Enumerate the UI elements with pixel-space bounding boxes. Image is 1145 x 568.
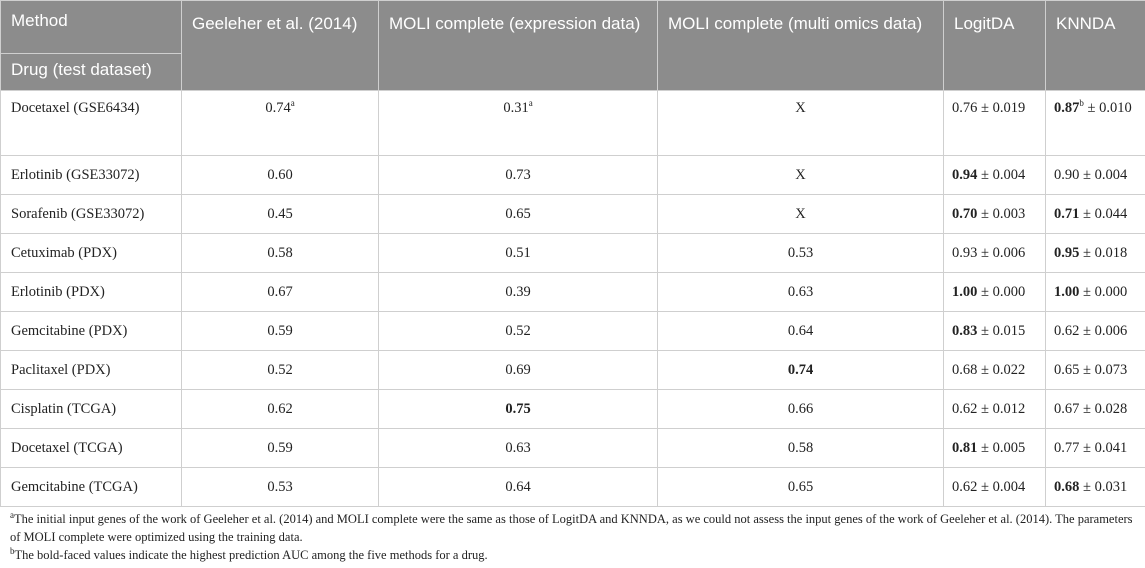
knnda-cell: 0.68 ± 0.031 xyxy=(1045,467,1145,507)
drug-cell: Erlotinib (PDX) xyxy=(0,272,182,312)
moli-expression-cell: 0.64 xyxy=(378,467,658,507)
geeleher-cell: 0.67 xyxy=(181,272,379,312)
drug-cell: Cisplatin (TCGA) xyxy=(0,389,182,429)
logitda-cell: 0.62 ± 0.004 xyxy=(943,467,1046,507)
moli-expression-cell: 0.51 xyxy=(378,233,658,273)
table-row: Cisplatin (TCGA) 0.62 0.75 0.66 0.62 ± 0… xyxy=(0,389,1145,429)
moli-multi-cell: X xyxy=(657,194,944,234)
knnda-cell: 0.90 ± 0.004 xyxy=(1045,155,1145,195)
moli-multi-cell: 0.66 xyxy=(657,389,944,429)
logitda-cell: 0.62 ± 0.012 xyxy=(943,389,1046,429)
logitda-cell: 0.70 ± 0.003 xyxy=(943,194,1046,234)
drug-cell: Docetaxel (GSE6434) xyxy=(0,90,182,156)
table-row: Sorafenib (GSE33072) 0.45 0.65 X 0.70 ± … xyxy=(0,194,1145,234)
logitda-cell: 0.68 ± 0.022 xyxy=(943,350,1046,390)
moli-multi-cell: X xyxy=(657,155,944,195)
moli-expression-cell: 0.75 xyxy=(378,389,658,429)
knnda-cell: 0.67 ± 0.028 xyxy=(1045,389,1145,429)
knnda-cell: 0.71 ± 0.044 xyxy=(1045,194,1145,234)
geeleher-cell: 0.74a xyxy=(181,90,379,156)
header-moli-multi-omics: MOLI complete (multi omics data) xyxy=(657,0,944,91)
geeleher-cell: 0.59 xyxy=(181,311,379,351)
logitda-cell: 0.76 ± 0.019 xyxy=(943,90,1046,156)
geeleher-cell: 0.62 xyxy=(181,389,379,429)
footnote-a: aThe initial input genes of the work of … xyxy=(10,509,1133,544)
knnda-cell: 1.00 ± 0.000 xyxy=(1045,272,1145,312)
footnote-b: bThe bold-faced values indicate the high… xyxy=(10,545,488,562)
knnda-cell: 0.95 ± 0.018 xyxy=(1045,233,1145,273)
moli-multi-cell: 0.65 xyxy=(657,467,944,507)
moli-expression-cell: 0.31a xyxy=(378,90,658,156)
results-table: Method Geeleher et al. (2014) MOLI compl… xyxy=(0,0,1145,507)
moli-multi-cell: 0.53 xyxy=(657,233,944,273)
knnda-cell: 0.77 ± 0.041 xyxy=(1045,428,1145,468)
geeleher-cell: 0.58 xyxy=(181,233,379,273)
table-row: Erlotinib (PDX) 0.67 0.39 0.63 1.00 ± 0.… xyxy=(0,272,1145,312)
geeleher-cell: 0.60 xyxy=(181,155,379,195)
moli-expression-cell: 0.39 xyxy=(378,272,658,312)
drug-cell: Cetuximab (PDX) xyxy=(0,233,182,273)
table-row: Cetuximab (PDX) 0.58 0.51 0.53 0.93 ± 0.… xyxy=(0,233,1145,273)
drug-cell: Paclitaxel (PDX) xyxy=(0,350,182,390)
table-row: Docetaxel (GSE6434) 0.74a 0.31a X 0.76 ±… xyxy=(0,90,1145,156)
moli-multi-cell: 0.64 xyxy=(657,311,944,351)
knnda-cell: 0.65 ± 0.073 xyxy=(1045,350,1145,390)
moli-expression-cell: 0.73 xyxy=(378,155,658,195)
table-row: Paclitaxel (PDX) 0.52 0.69 0.74 0.68 ± 0… xyxy=(0,350,1145,390)
geeleher-cell: 0.52 xyxy=(181,350,379,390)
header-method: Method xyxy=(0,0,182,54)
table-row: Gemcitabine (TCGA) 0.53 0.64 0.65 0.62 ±… xyxy=(0,467,1145,507)
header-knnda: KNNDA xyxy=(1045,0,1145,91)
drug-cell: Gemcitabine (PDX) xyxy=(0,311,182,351)
drug-cell: Gemcitabine (TCGA) xyxy=(0,467,182,507)
drug-cell: Erlotinib (GSE33072) xyxy=(0,155,182,195)
table-row: Erlotinib (GSE33072) 0.60 0.73 X 0.94 ± … xyxy=(0,155,1145,195)
geeleher-cell: 0.45 xyxy=(181,194,379,234)
moli-expression-cell: 0.52 xyxy=(378,311,658,351)
logitda-cell: 0.81 ± 0.005 xyxy=(943,428,1046,468)
logitda-cell: 0.83 ± 0.015 xyxy=(943,311,1046,351)
table-footnotes: aThe initial input genes of the work of … xyxy=(10,510,1135,564)
geeleher-cell: 0.59 xyxy=(181,428,379,468)
moli-multi-cell: 0.63 xyxy=(657,272,944,312)
moli-multi-cell: X xyxy=(657,90,944,156)
table-row: Gemcitabine (PDX) 0.59 0.52 0.64 0.83 ± … xyxy=(0,311,1145,351)
moli-multi-cell: 0.74 xyxy=(657,350,944,390)
knnda-cell: 0.87b ± 0.010 xyxy=(1045,90,1145,156)
logitda-cell: 0.93 ± 0.006 xyxy=(943,233,1046,273)
header-logitda: LogitDA xyxy=(943,0,1046,91)
drug-cell: Docetaxel (TCGA) xyxy=(0,428,182,468)
moli-expression-cell: 0.65 xyxy=(378,194,658,234)
geeleher-cell: 0.53 xyxy=(181,467,379,507)
logitda-cell: 1.00 ± 0.000 xyxy=(943,272,1046,312)
moli-expression-cell: 0.69 xyxy=(378,350,658,390)
knnda-cell: 0.62 ± 0.006 xyxy=(1045,311,1145,351)
table-row: Docetaxel (TCGA) 0.59 0.63 0.58 0.81 ± 0… xyxy=(0,428,1145,468)
header-geeleher: Geeleher et al. (2014) xyxy=(181,0,379,91)
moli-multi-cell: 0.58 xyxy=(657,428,944,468)
drug-cell: Sorafenib (GSE33072) xyxy=(0,194,182,234)
header-drug: Drug (test dataset) xyxy=(0,53,182,91)
logitda-cell: 0.94 ± 0.004 xyxy=(943,155,1046,195)
moli-expression-cell: 0.63 xyxy=(378,428,658,468)
header-moli-expression: MOLI complete (expression data) xyxy=(378,0,658,91)
